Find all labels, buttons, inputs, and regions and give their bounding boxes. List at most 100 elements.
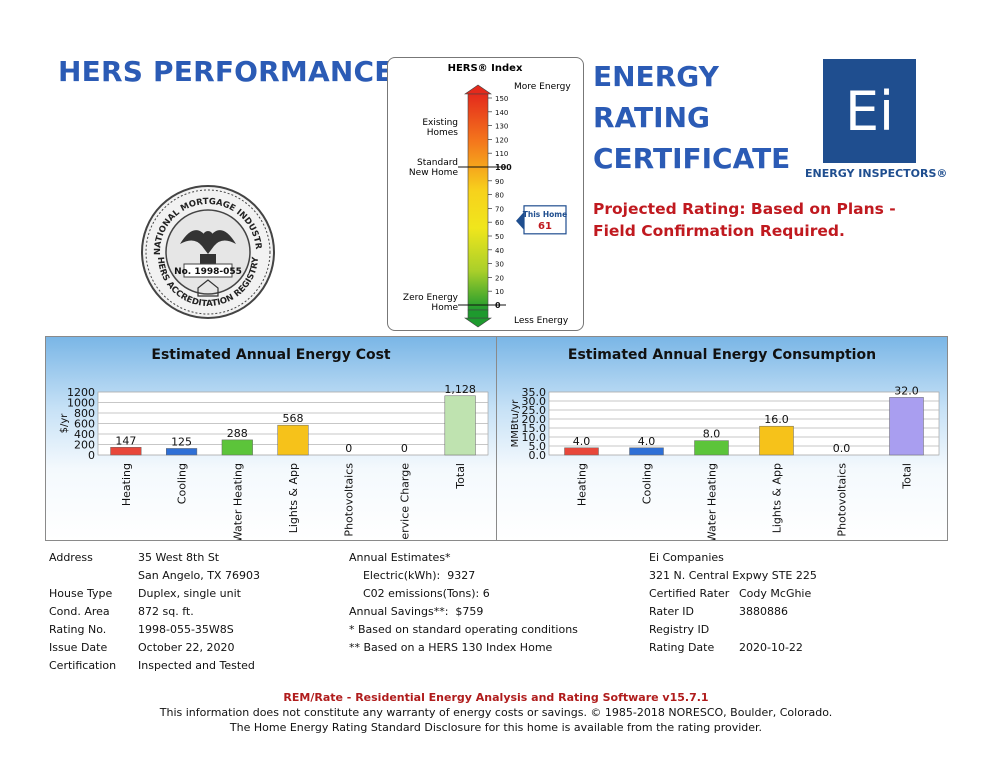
info-value: Inspected and Tested bbox=[138, 659, 255, 672]
rater-key: Ei Companies bbox=[649, 551, 724, 564]
bar-value-label: 147 bbox=[115, 434, 136, 447]
category-label: Heating bbox=[120, 463, 133, 506]
gauge-tick-label: 130 bbox=[495, 123, 508, 131]
gauge-bottom-arrow bbox=[464, 317, 492, 328]
category-label: Heating bbox=[576, 463, 589, 506]
bar bbox=[629, 447, 664, 456]
projected-rating-notice: Projected Rating: Based on Plans - Field… bbox=[593, 200, 896, 240]
rater-key: 321 N. Central Expwy STE 225 bbox=[649, 569, 817, 582]
bar bbox=[564, 447, 599, 456]
category-label: Cooling bbox=[641, 463, 654, 504]
info-key: Rating No. bbox=[49, 623, 107, 636]
bar-value-label: 288 bbox=[227, 427, 248, 440]
rater-key: Rating Date bbox=[649, 641, 715, 654]
info-value: 1998-055-35W8S bbox=[138, 623, 234, 636]
bar bbox=[889, 397, 924, 456]
category-label: Water Heating bbox=[231, 463, 244, 540]
bar bbox=[110, 447, 142, 456]
y-tick-label: 10.0 bbox=[522, 431, 547, 444]
estimate-line: Electric(kWh): 9327 bbox=[349, 569, 476, 582]
category-label: Lights & App bbox=[287, 463, 300, 533]
bar bbox=[694, 440, 729, 456]
info-key: House Type bbox=[49, 587, 113, 600]
estimate-line: ** Based on a HERS 130 Index Home bbox=[349, 641, 553, 654]
bar-value-label: 4.0 bbox=[638, 435, 656, 448]
certificate-title: ENERGY RATING CERTIFICATE bbox=[593, 56, 790, 179]
bar-value-label: 1,128 bbox=[444, 383, 476, 396]
gauge-tick-label: 70 bbox=[495, 205, 504, 213]
certificate-title-line2: RATING bbox=[593, 101, 710, 134]
info-value: 872 sq. ft. bbox=[138, 605, 194, 618]
hers-index-gauge: HERS® Index More Energy Less Energy Exis… bbox=[387, 57, 584, 331]
bar bbox=[444, 395, 476, 456]
gauge-tick-label: 80 bbox=[495, 192, 504, 200]
info-value: 35 West 8th St bbox=[138, 551, 220, 564]
bar bbox=[759, 425, 794, 456]
category-label: Photovoltaics bbox=[836, 463, 849, 537]
info-value: October 22, 2020 bbox=[138, 641, 235, 654]
info-value: Duplex, single unit bbox=[138, 587, 241, 600]
category-label: Service Charge bbox=[398, 463, 411, 540]
footer-software: REM/Rate - Residential Energy Analysis a… bbox=[283, 691, 709, 704]
y-tick-label: 200 bbox=[74, 439, 95, 452]
y-tick-label: 1000 bbox=[67, 397, 95, 410]
rater-key: Registry ID bbox=[649, 623, 710, 636]
hers-performance-title: HERS PERFORMANCE bbox=[58, 55, 394, 88]
bar-value-label: 125 bbox=[171, 435, 192, 448]
bar-value-label: 8.0 bbox=[703, 428, 721, 441]
bar bbox=[166, 448, 198, 456]
gauge-tick-label: 120 bbox=[495, 136, 508, 144]
category-label: Water Heating bbox=[706, 463, 719, 540]
gauge-tick-label: 30 bbox=[495, 261, 504, 269]
footer-warranty: This information does not constitute any… bbox=[159, 706, 833, 719]
estimate-line: C02 emissions(Tons): 6 bbox=[349, 587, 490, 600]
this-home-marker: This Home 61 bbox=[516, 205, 567, 235]
gauge-zero-line1: Zero Energy bbox=[403, 293, 459, 303]
house-icon bbox=[197, 279, 219, 297]
annual-cost-chart: 020040060080010001200$/yr147Heating125Co… bbox=[59, 383, 489, 540]
bar-value-label: 0 bbox=[401, 442, 408, 455]
gauge-tick-label: 90 bbox=[495, 178, 504, 186]
gauge-zero-line2: Home bbox=[431, 303, 458, 313]
annual-cost-title: Estimated Annual Energy Cost bbox=[151, 347, 391, 363]
footer-disclosure: The Home Energy Rating Standard Disclosu… bbox=[229, 721, 763, 734]
rater-value: 2020-10-22 bbox=[739, 641, 803, 654]
this-home-value: 61 bbox=[538, 221, 552, 232]
rater-value: Cody McGhie bbox=[739, 587, 812, 600]
y-tick-label: 5.0 bbox=[529, 440, 547, 453]
bar bbox=[277, 424, 309, 456]
bar-value-label: 32.0 bbox=[894, 384, 919, 397]
y-tick-label: 1200 bbox=[67, 386, 95, 399]
rater-value: 3880886 bbox=[739, 605, 788, 618]
gauge-tick-label: 20 bbox=[495, 274, 504, 282]
gauge-less-energy: Less Energy bbox=[514, 316, 569, 326]
info-key: Address bbox=[49, 551, 93, 564]
gauge-top-arrow bbox=[464, 84, 492, 95]
estimate-line: Annual Estimates* bbox=[349, 551, 451, 564]
y-tick-label: 800 bbox=[74, 407, 95, 420]
category-label: Cooling bbox=[176, 463, 189, 504]
y-tick-label: 0 bbox=[88, 449, 95, 462]
annual-consumption-panel: Estimated Annual Energy Consumption 0.0 5… bbox=[496, 336, 948, 541]
hers-gauge-svg: HERS® Index More Energy Less Energy Exis… bbox=[403, 63, 571, 328]
annual-consumption-title: Estimated Annual Energy Consumption bbox=[567, 347, 877, 363]
estimate-line: Annual Savings**: $759 bbox=[349, 605, 484, 618]
bar-value-label: 0.0 bbox=[833, 442, 851, 455]
bar-value-label: 4.0 bbox=[573, 435, 591, 448]
y-tick-label: 400 bbox=[74, 428, 95, 441]
ei-logo: Ei bbox=[823, 59, 916, 163]
y-tick-label: 30.0 bbox=[522, 395, 547, 408]
y-tick-label: 35.0 bbox=[522, 386, 547, 399]
this-home-label: This Home bbox=[523, 210, 567, 219]
gauge-tick-label: 150 bbox=[495, 95, 508, 103]
annual-cost-panel: Estimated Annual Energy Cost 0 200 400 600 8… bbox=[45, 336, 497, 541]
gauge-bar bbox=[467, 93, 489, 311]
gauge-standard-line2: New Home bbox=[409, 168, 459, 178]
y-tick-label: 20.0 bbox=[522, 413, 547, 426]
category-label: Total bbox=[901, 463, 914, 490]
y-tick-label: 600 bbox=[74, 418, 95, 431]
gauge-tick-label: 140 bbox=[495, 109, 508, 117]
info-value: San Angelo, TX 76903 bbox=[138, 569, 260, 582]
info-key: Certification bbox=[49, 659, 117, 672]
